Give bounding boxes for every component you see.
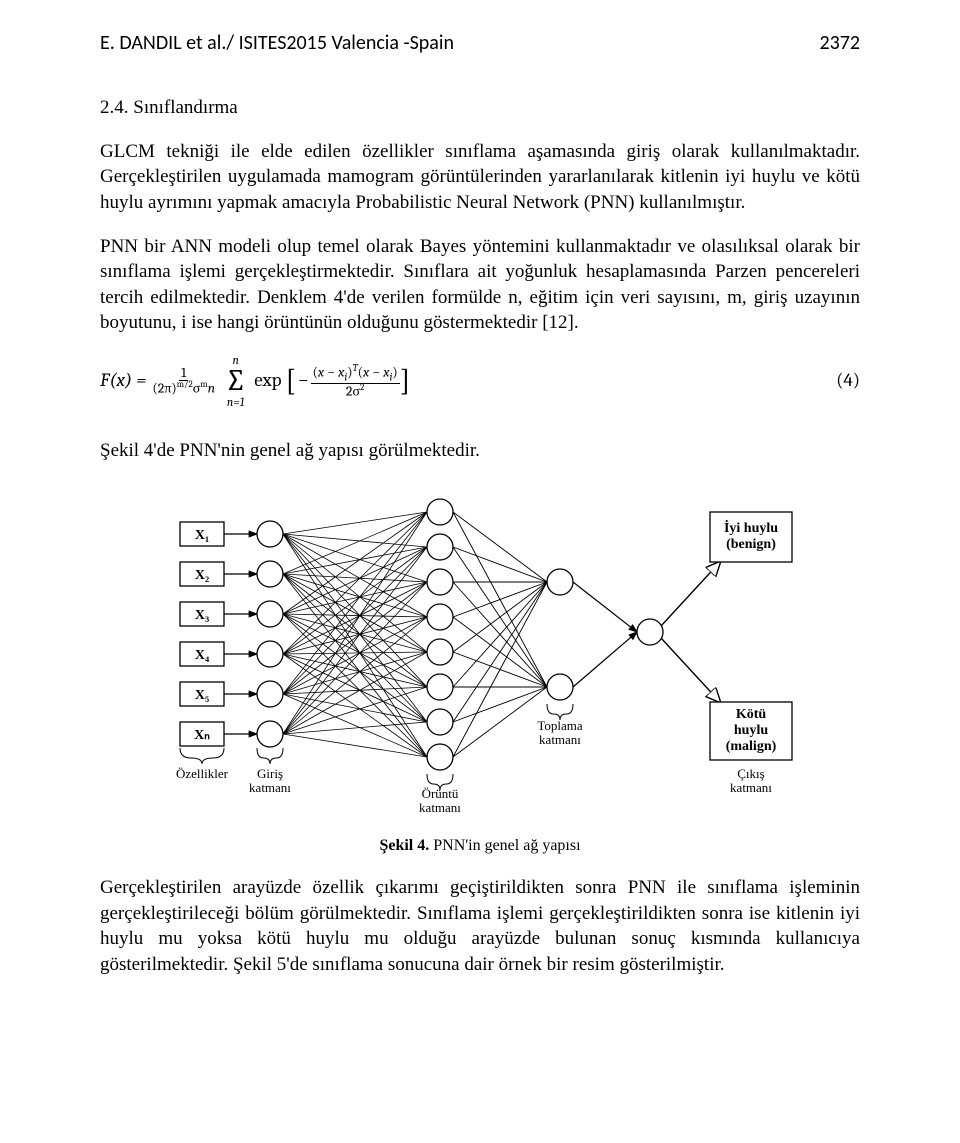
pnn-diagram: X₁ X₂ X₃ X₄ X₅ Xₙ İyi huylu(benign) Kötühuylu(m… <box>150 482 810 830</box>
header-left: E. DANDIL et al./ ISITES2015 Valencia -S… <box>100 30 454 57</box>
svg-text:Örüntü: Örüntü <box>422 786 459 801</box>
formula-lhs: F(x) = <box>100 368 146 394</box>
svg-text:katmanı: katmanı <box>249 780 291 795</box>
pnn-network-svg: X₁ X₂ X₃ X₄ X₅ Xₙ İyi huylu(benign) Kötühuylu(m… <box>150 482 810 822</box>
svg-text:X₄: X₄ <box>195 648 210 663</box>
header-page-number: 2372 <box>819 30 860 57</box>
svg-text:Özellikler: Özellikler <box>176 766 229 781</box>
exp-bracket: [ − (x − xi)T(x − xi) 2σ2 ] <box>286 363 411 399</box>
svg-text:Kötü: Kötü <box>736 707 767 722</box>
formula-coefficient: 1 (2π)m/2σmn <box>150 366 217 397</box>
section-heading: 2.4. Sınıflandırma <box>100 95 860 121</box>
svg-text:Xₙ: Xₙ <box>194 728 210 743</box>
equation-4: F(x) = 1 (2π)m/2σmn n ∑ n=1 exp [ − (x −… <box>100 354 860 408</box>
equation-number: (4) <box>836 368 860 394</box>
svg-text:(malign): (malign) <box>726 739 777 754</box>
svg-text:Çıkış: Çıkış <box>737 766 764 781</box>
svg-text:huylu: huylu <box>734 723 768 738</box>
paragraph-2: PNN bir ANN modeli olup temel olarak Bay… <box>100 234 860 337</box>
svg-text:X₂: X₂ <box>195 568 209 583</box>
svg-text:katmanı: katmanı <box>539 732 581 747</box>
svg-text:X₁: X₁ <box>195 528 209 543</box>
paragraph-4: Gerçekleştirilen arayüzde özellik çıkarı… <box>100 875 860 978</box>
svg-text:katmanı: katmanı <box>419 800 461 815</box>
page-header: E. DANDIL et al./ ISITES2015 Valencia -S… <box>100 30 860 57</box>
exp-label: exp <box>254 368 281 394</box>
paragraph-1: GLCM tekniği ile elde edilen özellikler … <box>100 139 860 216</box>
svg-text:Toplama: Toplama <box>537 718 583 733</box>
paragraph-3: Şekil 4'de PNN'nin genel ağ yapısı görül… <box>100 438 860 464</box>
svg-text:katmanı: katmanı <box>730 780 772 795</box>
svg-text:Giriş: Giriş <box>257 766 283 781</box>
summation-symbol: n ∑ n=1 <box>225 354 246 408</box>
svg-text:(benign): (benign) <box>726 537 776 552</box>
svg-text:X₃: X₃ <box>195 608 209 623</box>
svg-text:X₅: X₅ <box>195 688 209 703</box>
svg-text:İyi huylu: İyi huylu <box>724 519 778 536</box>
equation-body: F(x) = 1 (2π)m/2σmn n ∑ n=1 exp [ − (x −… <box>100 354 410 408</box>
figure-4-caption: Şekil 4. PNN'in genel ağ yapısı <box>100 835 860 857</box>
